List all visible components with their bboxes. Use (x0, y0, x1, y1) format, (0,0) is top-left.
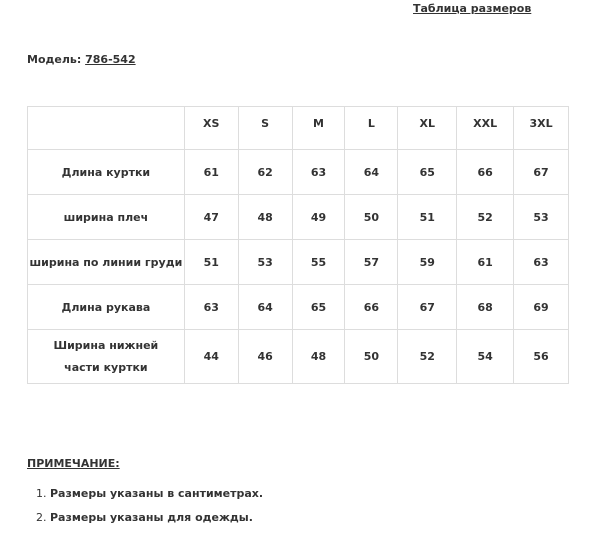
table-cell: 66 (456, 149, 515, 195)
notes-list: Размеры указаны в сантиметрах. Размеры у… (0, 482, 263, 530)
table-cell: 64 (344, 149, 399, 195)
table-cell: 56 (513, 329, 569, 384)
table-cell: 62 (237, 149, 293, 195)
table-cell: 63 (183, 284, 239, 330)
table-cell: 59 (397, 239, 458, 285)
note-heading: ПРИМЕЧАНИЕ: (27, 457, 120, 470)
row-label: ширина по линии груди (27, 239, 185, 285)
column-header: M (291, 106, 346, 150)
table-cell: 51 (397, 194, 458, 240)
table-cell: 65 (397, 149, 458, 195)
size-chart-title[interactable]: Таблица размеров (413, 2, 532, 15)
column-header: XS (183, 106, 239, 150)
table-cell: 53 (237, 239, 293, 285)
table-cell: 51 (183, 239, 239, 285)
column-header: XL (397, 106, 458, 150)
table-cell: 46 (237, 329, 293, 384)
table-header-row: XS S M L XL XXL 3XL (27, 106, 569, 150)
column-header: 3XL (513, 106, 569, 150)
table-cell: 66 (344, 284, 399, 330)
table-row: ширина по линии груди 51 53 55 57 59 61 63 (27, 239, 569, 285)
table-cell: 67 (397, 284, 458, 330)
table-cell: 69 (513, 284, 569, 330)
table-row: Длина куртки 61 62 63 64 65 66 67 (27, 149, 569, 195)
table-cell: 53 (513, 194, 569, 240)
table-cell: 48 (237, 194, 293, 240)
table-row: ширина плеч 47 48 49 50 51 52 53 (27, 194, 569, 240)
table-cell: 48 (291, 329, 346, 384)
model-label: Модель: (27, 53, 82, 66)
row-label: Длина рукава (27, 284, 185, 330)
model-info: Модель: 786-542 (27, 53, 136, 66)
row-label: Длина куртки (27, 149, 185, 195)
table-cell: 50 (344, 329, 399, 384)
size-table: XS S M L XL XXL 3XL Длина куртки 61 62 63 64 65 66 67 ш… (27, 106, 569, 384)
table-cell: 65 (291, 284, 346, 330)
table-cell: 61 (183, 149, 239, 195)
column-header (27, 106, 185, 150)
row-label: Ширина нижней части куртки (27, 329, 185, 384)
table-cell: 52 (397, 329, 458, 384)
column-header: XXL (456, 106, 515, 150)
column-header: S (237, 106, 293, 150)
table-cell: 55 (291, 239, 346, 285)
column-header: L (344, 106, 399, 150)
table-cell: 47 (183, 194, 239, 240)
table-cell: 54 (456, 329, 515, 384)
table-cell: 63 (291, 149, 346, 195)
table-cell: 50 (344, 194, 399, 240)
table-cell: 57 (344, 239, 399, 285)
table-cell: 61 (456, 239, 515, 285)
table-cell: 68 (456, 284, 515, 330)
note-item: Размеры указаны в сантиметрах. (50, 482, 263, 506)
table-cell: 49 (291, 194, 346, 240)
table-cell: 67 (513, 149, 569, 195)
note-item: Размеры указаны для одежды. (50, 506, 263, 530)
table-cell: 44 (183, 329, 239, 384)
model-link[interactable]: 786-542 (85, 53, 136, 66)
table-row: Длина рукава 63 64 65 66 67 68 69 (27, 284, 569, 330)
table-cell: 52 (456, 194, 515, 240)
table-row: Ширина нижней части куртки 44 46 48 50 52 54 56 (27, 329, 569, 384)
table-cell: 63 (513, 239, 569, 285)
table-cell: 64 (237, 284, 293, 330)
row-label: ширина плеч (27, 194, 185, 240)
